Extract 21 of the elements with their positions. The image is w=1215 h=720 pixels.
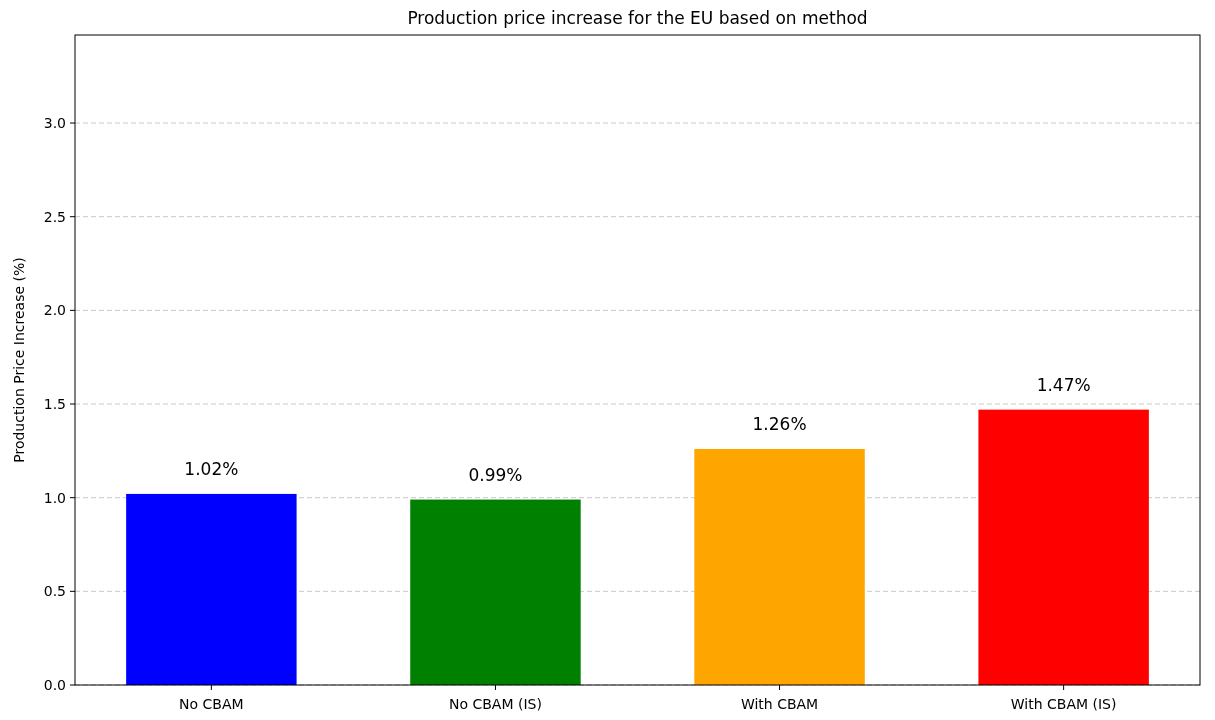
data-label: 0.99% [468,464,523,485]
y-tick-label: 2.0 [43,302,66,319]
data-label: 1.47% [1036,374,1091,395]
y-tick-label: 1.5 [43,395,66,412]
y-tick-label: 2.5 [43,208,66,225]
x-tick-label: No CBAM (IS) [448,696,542,712]
x-tick-label: With CBAM (IS) [1010,696,1117,712]
data-label: 1.02% [184,459,239,480]
x-tick-label: No CBAM [179,696,244,712]
y-axis-title: Production Price Increase (%) [11,257,27,463]
y-tick-label: 1.0 [43,489,66,506]
data-label: 1.26% [752,414,807,435]
y-tick-label: 0.0 [43,676,66,693]
bar [410,499,581,685]
y-tick-label: 3.0 [43,114,66,131]
bar [978,409,1149,685]
y-tick-label: 0.5 [43,583,66,600]
bar [126,493,297,685]
bar [694,448,865,685]
chart-title: Production price increase for the EU based on method [407,8,868,28]
x-tick-label: With CBAM [740,696,819,712]
